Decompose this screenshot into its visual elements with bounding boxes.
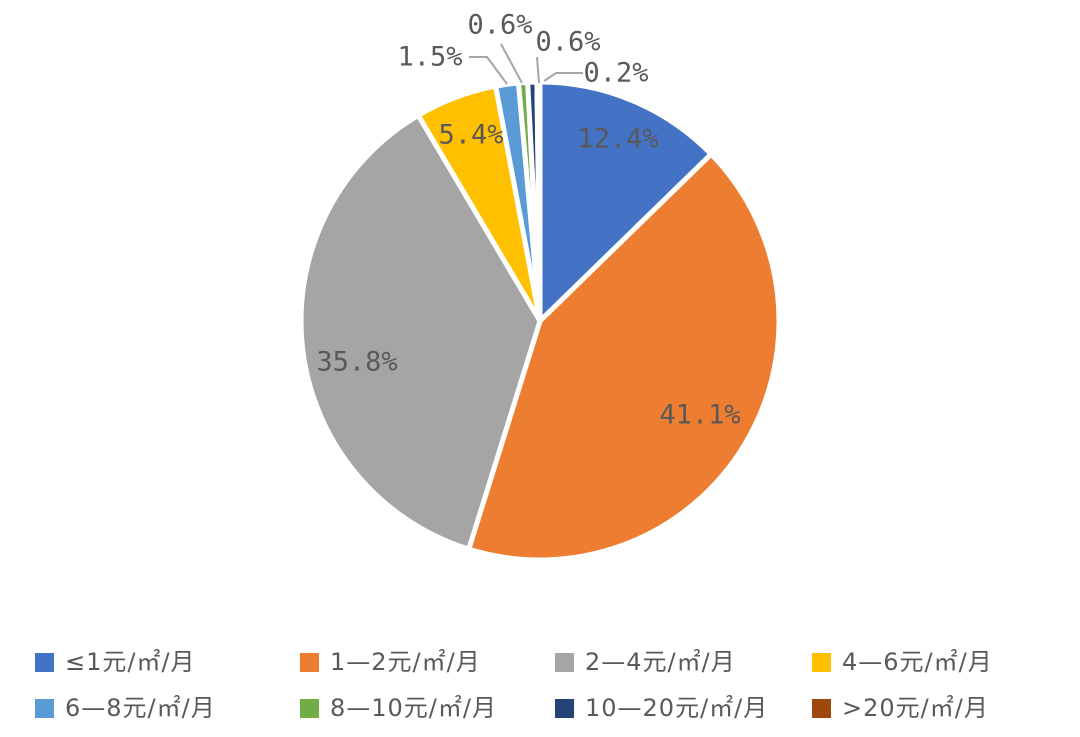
leader-line-7 bbox=[543, 72, 583, 82]
pie-data-label-5: 0.6% bbox=[467, 10, 532, 41]
pie-slice-7 bbox=[534, 79, 543, 324]
pie-data-label-2: 35.8% bbox=[316, 347, 397, 378]
pie-data-label-7: 0.2% bbox=[583, 58, 648, 89]
pie-data-label-1: 41.1% bbox=[659, 400, 740, 431]
pie-data-label-0: 12.4% bbox=[577, 124, 658, 155]
leader-line-4 bbox=[469, 56, 508, 85]
leader-line-6 bbox=[536, 56, 540, 84]
pie-data-label-4: 1.5% bbox=[397, 42, 462, 73]
pie-slice-1 bbox=[466, 151, 782, 563]
pie-data-label-6: 0.6% bbox=[535, 27, 600, 58]
leader-line-5 bbox=[500, 43, 523, 84]
pie-slice-0 bbox=[537, 79, 714, 324]
pie-data-label-3: 5.4% bbox=[438, 120, 503, 151]
